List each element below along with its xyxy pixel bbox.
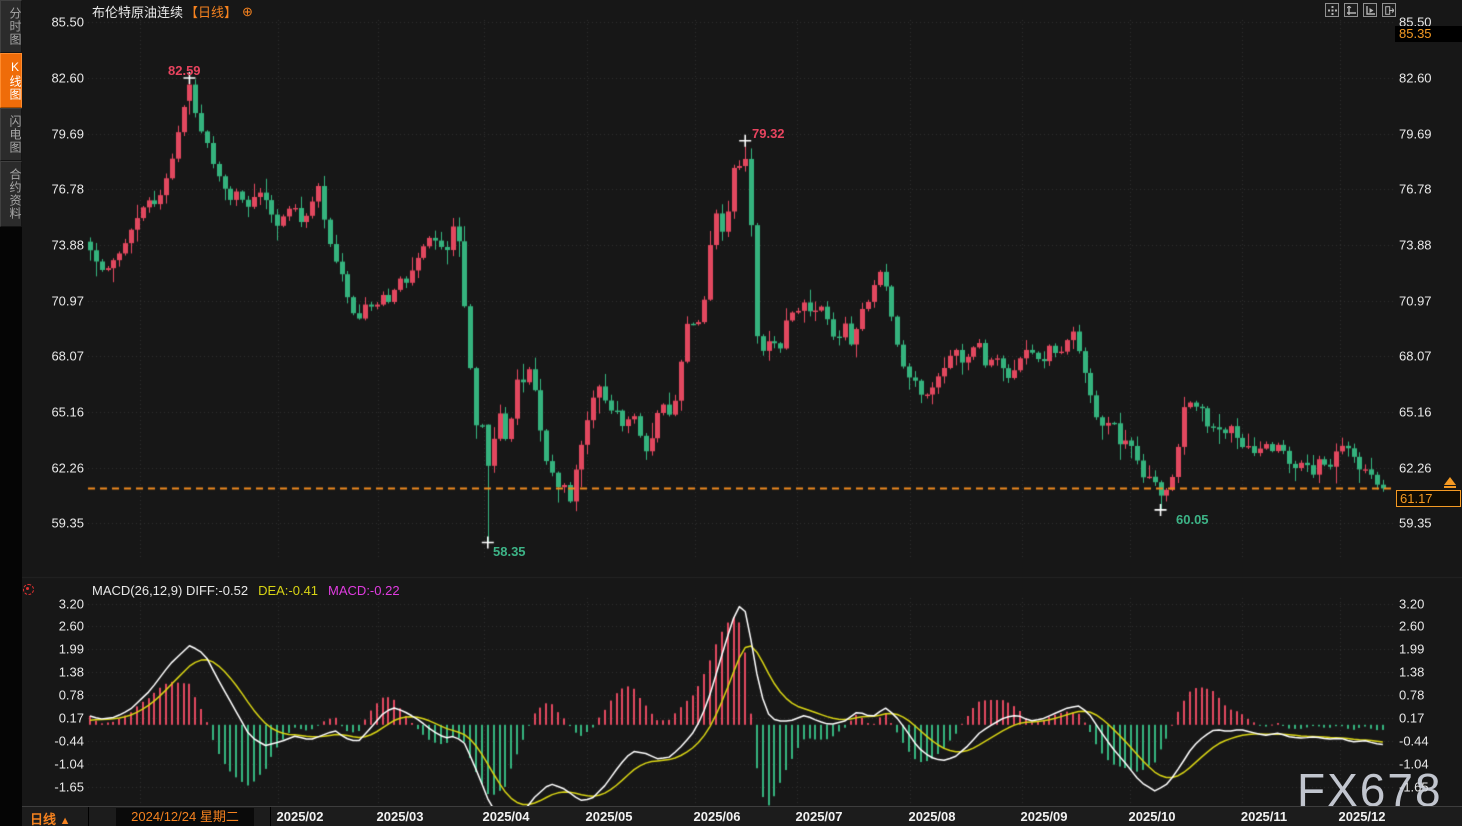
session-high-badge: 85.35 xyxy=(1395,26,1462,42)
price-axis-label: 82.60 xyxy=(1399,70,1432,86)
title-bar: 布伦特原油连续 【日线】 ⊕ xyxy=(92,2,253,21)
time-axis-tick: 2025/08 xyxy=(908,809,956,824)
collapse-panel-icon[interactable] xyxy=(1382,3,1396,17)
last-price-badge: 61.17 xyxy=(1396,490,1461,507)
price-axis-label: 59.35 xyxy=(51,515,84,531)
time-axis-tick: 2025/02 xyxy=(276,809,324,824)
price-axis-label: 76.78 xyxy=(1399,181,1432,197)
sidebar-item-time-chart[interactable]: 分时图 xyxy=(0,0,22,53)
time-axis-tick: 2025/06 xyxy=(693,809,741,824)
period-tag: 【日线】 xyxy=(185,5,238,20)
macd-axis-label: -1.65 xyxy=(1399,779,1429,795)
price-axis-label: 73.88 xyxy=(1399,237,1432,253)
time-axis-tick: 2025/09 xyxy=(1020,809,1068,824)
macd-formula-label: MACD(26,12,9) DIFF:-0.52 xyxy=(92,583,248,598)
macd-axis-label: 2.60 xyxy=(58,618,84,634)
price-axis-label: 59.35 xyxy=(1399,515,1432,531)
price-axis-label: 82.60 xyxy=(51,70,84,86)
macd-macd-value: MACD:-0.22 xyxy=(328,583,400,598)
bottom-bar-divider xyxy=(270,807,271,826)
price-axis-label: 65.16 xyxy=(1399,404,1432,420)
macd-axis-label: 1.38 xyxy=(58,664,84,680)
extreme-price-annotation: 82.59 xyxy=(168,63,201,78)
macd-axis-label: -1.65 xyxy=(54,779,84,795)
price-flag-icon xyxy=(1444,477,1456,488)
macd-axis-label: 0.17 xyxy=(1399,710,1425,726)
macd-axis-label: -1.04 xyxy=(1399,756,1429,772)
price-axis-label: 79.69 xyxy=(1399,126,1432,142)
macd-axis-label: -0.44 xyxy=(54,733,84,749)
extreme-price-annotation: 58.35 xyxy=(493,544,526,559)
sidebar-item-contract-info[interactable]: 合约资料 xyxy=(0,161,22,227)
sidebar-item-flash-chart[interactable]: 闪电图 xyxy=(0,108,22,161)
price-axis-label: 70.97 xyxy=(1399,293,1432,309)
macd-formula-text: MACD(26,12,9) xyxy=(92,583,183,598)
time-axis-tick: 2025/10 xyxy=(1128,809,1176,824)
macd-axis-label: 3.20 xyxy=(58,596,84,611)
price-axis-label: 62.26 xyxy=(1399,460,1432,476)
macd-axis-label: -1.04 xyxy=(54,756,84,772)
time-axis-tick: 2025/05 xyxy=(585,809,633,824)
time-axis-bar: 日线 ▲ 2024/12/24 星期二 2025/02 2025/03 2025/0… xyxy=(22,806,1462,826)
price-axis-label: 68.07 xyxy=(1399,348,1432,364)
price-axis-label: 73.88 xyxy=(51,237,84,253)
price-axis-label: 68.07 xyxy=(51,348,84,364)
macd-axis-label: 0.17 xyxy=(58,710,84,726)
crosshair-date-label: 2024/12/24 星期二 xyxy=(116,808,254,826)
macd-axis-label: 1.99 xyxy=(1399,641,1425,657)
time-axis-tick: 2025/07 xyxy=(795,809,843,824)
price-axis-label: 79.69 xyxy=(51,126,84,142)
macd-axis-label: 1.99 xyxy=(58,641,84,657)
macd-axis-label: 3.20 xyxy=(1399,596,1425,611)
period-up-icon: ▲ xyxy=(59,815,71,826)
scale-axis-up-icon[interactable] xyxy=(1344,3,1358,17)
extreme-price-annotation: 60.05 xyxy=(1176,512,1209,527)
time-axis-tick: 2025/11 xyxy=(1240,809,1288,824)
chart-type-sidebar: 分时图 K线图 闪电图 合约资料 xyxy=(0,0,22,826)
macd-axis-label: 0.78 xyxy=(58,687,84,703)
macd-axis-label: -0.44 xyxy=(1399,733,1429,749)
price-axis-label: 85.50 xyxy=(51,14,84,30)
time-axis-tick: 2025/03 xyxy=(376,809,424,824)
macd-diff-value: DIFF:-0.52 xyxy=(185,583,249,598)
macd-header: MACD(26,12,9) DIFF:-0.52 DEA:-0.41 MACD:… xyxy=(92,583,400,598)
indicator-settings-icon[interactable]: ⊕ xyxy=(242,3,253,19)
period-label: 日线 xyxy=(30,812,57,826)
price-axis-label: 76.78 xyxy=(51,181,84,197)
period-selector[interactable]: 日线 ▲ xyxy=(30,809,71,826)
time-axis-tick: 2025/04 xyxy=(482,809,530,824)
sidebar-item-kline-chart[interactable]: K线图 xyxy=(0,53,22,108)
macd-axis-label: 2.60 xyxy=(1399,618,1425,634)
price-axis-label: 62.26 xyxy=(51,460,84,476)
toolbar-icon-group xyxy=(1325,3,1396,17)
instrument-title: 布伦特原油连续 xyxy=(92,5,184,20)
scale-axis-play-icon[interactable] xyxy=(1363,3,1377,17)
indicator-target-icon[interactable] xyxy=(23,584,34,595)
bottom-bar-divider xyxy=(88,807,89,826)
extreme-price-annotation: 79.32 xyxy=(752,126,785,141)
price-axis-label: 70.97 xyxy=(51,293,84,309)
layout-grid-icon[interactable] xyxy=(1325,3,1339,17)
time-axis-tick: 2025/12 xyxy=(1338,809,1386,824)
macd-axis-label: 1.38 xyxy=(1399,664,1425,680)
macd-dea-value: DEA:-0.41 xyxy=(258,583,319,598)
macd-axis-label: 0.78 xyxy=(1399,687,1425,703)
price-axis-label: 65.16 xyxy=(51,404,84,420)
